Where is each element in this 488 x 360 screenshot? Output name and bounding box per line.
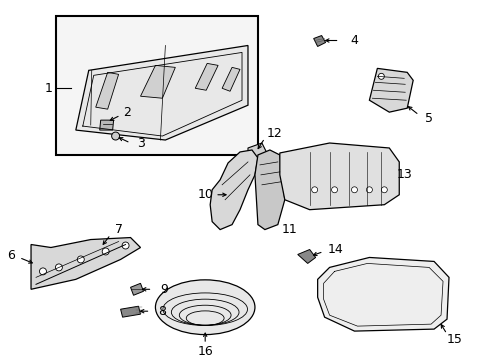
Ellipse shape <box>155 280 254 334</box>
Circle shape <box>351 187 357 193</box>
Text: 9: 9 <box>160 283 168 296</box>
Polygon shape <box>100 120 113 130</box>
Polygon shape <box>96 72 119 109</box>
Text: 10: 10 <box>197 188 213 201</box>
Polygon shape <box>121 306 140 317</box>
Circle shape <box>102 248 109 255</box>
Polygon shape <box>279 143 398 210</box>
Polygon shape <box>368 68 412 112</box>
Polygon shape <box>210 150 257 230</box>
Text: 2: 2 <box>122 105 130 119</box>
Text: 15: 15 <box>446 333 462 346</box>
Polygon shape <box>254 150 284 230</box>
Polygon shape <box>297 249 315 264</box>
Circle shape <box>77 256 84 263</box>
Text: 6: 6 <box>7 249 15 262</box>
Circle shape <box>40 268 46 275</box>
Text: 16: 16 <box>197 345 213 357</box>
Text: 8: 8 <box>158 305 166 318</box>
Text: 13: 13 <box>396 168 411 181</box>
Polygon shape <box>76 45 247 140</box>
Polygon shape <box>247 143 267 168</box>
Text: 3: 3 <box>137 136 145 149</box>
Circle shape <box>311 187 317 193</box>
Text: 1: 1 <box>45 82 53 95</box>
Polygon shape <box>317 257 448 331</box>
Circle shape <box>55 264 62 271</box>
Circle shape <box>366 187 372 193</box>
Bar <box>56 15 257 155</box>
Circle shape <box>111 132 120 140</box>
Polygon shape <box>195 63 218 90</box>
Circle shape <box>331 187 337 193</box>
Text: 11: 11 <box>281 223 297 236</box>
Circle shape <box>122 242 129 249</box>
Polygon shape <box>31 238 140 289</box>
Text: 4: 4 <box>350 34 358 47</box>
Text: 7: 7 <box>114 223 122 236</box>
Text: 14: 14 <box>327 243 343 256</box>
Text: 12: 12 <box>266 127 282 140</box>
Text: 5: 5 <box>424 112 432 125</box>
Polygon shape <box>130 283 143 295</box>
Circle shape <box>381 187 386 193</box>
Polygon shape <box>140 66 175 98</box>
Polygon shape <box>222 67 240 91</box>
Polygon shape <box>313 36 325 46</box>
Circle shape <box>378 73 384 79</box>
